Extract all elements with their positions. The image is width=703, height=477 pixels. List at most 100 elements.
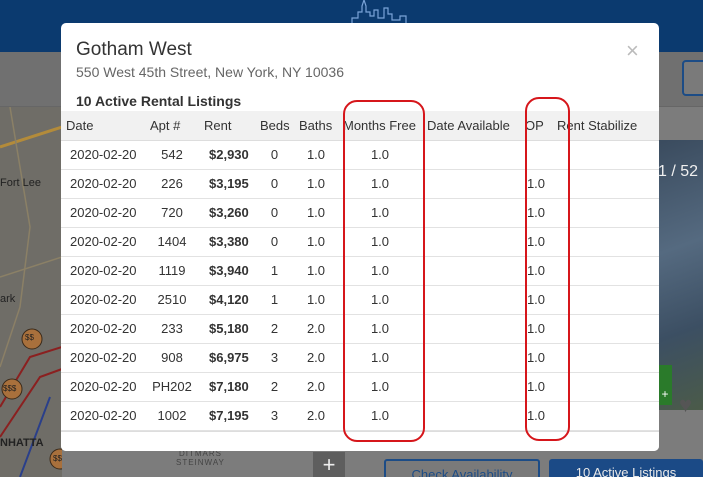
cell-date: 2020-02-20 — [61, 256, 145, 286]
zoom-in-button[interactable]: + — [313, 452, 345, 477]
cell-baths: 1.0 — [294, 285, 338, 315]
cell-baths: 2.0 — [294, 314, 338, 344]
column-header-baths[interactable]: Baths — [294, 111, 338, 141]
cell-rent-stabilized — [552, 256, 659, 286]
cell-op: 1.0 — [520, 198, 552, 228]
cell-date-available — [422, 372, 520, 402]
table-footer — [61, 431, 659, 451]
column-header-apt[interactable]: Apt # — [145, 111, 199, 141]
map-neighborhood-label: DITMARS STEINWAY — [176, 449, 225, 467]
filter-toggle[interactable] — [682, 60, 703, 96]
steinway-label: STEINWAY — [176, 458, 225, 467]
cell-apt: 226 — [145, 169, 199, 199]
heart-icon[interactable]: ♥ — [679, 392, 693, 417]
cell-rent: $3,260 — [199, 198, 255, 228]
cell-date-available — [422, 285, 520, 315]
map-pin[interactable]: $$ — [25, 333, 34, 342]
cell-baths: 1.0 — [294, 169, 338, 199]
table-row[interactable]: 2020-02-20 226 $3,195 0 1.0 1.0 1.0 — [61, 169, 659, 199]
cell-date-available — [422, 227, 520, 257]
cell-beds: 2 — [255, 372, 294, 402]
cell-rent: $2,930 — [199, 140, 255, 170]
column-header-op[interactable]: OP — [520, 111, 552, 141]
cell-baths: 1.0 — [294, 140, 338, 170]
table-row[interactable]: 2020-02-20 PH202 $7,180 2 2.0 1.0 1.0 — [61, 372, 659, 402]
cell-op: 1.0 — [520, 343, 552, 373]
cell-op: 1.0 — [520, 285, 552, 315]
column-header-date-available[interactable]: Date Available — [422, 111, 520, 141]
active-listings-button[interactable]: 10 Active Listings — [549, 459, 703, 477]
cell-date-available — [422, 256, 520, 286]
map-label-manhattan: NHATTA — [0, 437, 44, 449]
cell-op: 1.0 — [520, 169, 552, 199]
cell-beds: 1 — [255, 256, 294, 286]
table-row[interactable]: 2020-02-20 908 $6,975 3 2.0 1.0 1.0 — [61, 343, 659, 373]
cell-date: 2020-02-20 — [61, 227, 145, 257]
cell-rent: $5,180 — [199, 314, 255, 344]
ditmars-label: DITMARS — [178, 449, 222, 458]
map-area[interactable]: Fort Lee ark NHATTA $$ $$$ $$ — [0, 107, 62, 477]
column-header-beds[interactable]: Beds — [255, 111, 294, 141]
map-pin[interactable]: $$ — [53, 454, 62, 463]
table-header-row: Date Apt # Rent Beds Baths Months Free D… — [61, 111, 659, 141]
column-header-rent-stabilized[interactable]: Rent Stabilize — [552, 111, 659, 141]
cell-months-free: 1.0 — [338, 343, 422, 373]
check-availability-button[interactable]: Check Availability — [384, 459, 540, 477]
cell-apt: 542 — [145, 140, 199, 170]
cell-months-free: 1.0 — [338, 227, 422, 257]
cell-beds: 0 — [255, 198, 294, 228]
cell-date-available — [422, 401, 520, 431]
cell-date: 2020-02-20 — [61, 285, 145, 315]
cell-date-available — [422, 314, 520, 344]
cell-rent: $4,120 — [199, 285, 255, 315]
cell-rent: $6,975 — [199, 343, 255, 373]
column-header-months-free[interactable]: Months Free — [338, 111, 422, 141]
table-row[interactable]: 2020-02-20 233 $5,180 2 2.0 1.0 1.0 — [61, 314, 659, 344]
cell-apt: 2510 — [145, 285, 199, 315]
table-row[interactable]: 2020-02-20 2510 $4,120 1 1.0 1.0 1.0 — [61, 285, 659, 315]
table-row[interactable]: 2020-02-20 1119 $3,940 1 1.0 1.0 1.0 — [61, 256, 659, 286]
cell-months-free: 1.0 — [338, 314, 422, 344]
cell-op: 1.0 — [520, 314, 552, 344]
cell-rent-stabilized — [552, 198, 659, 228]
table-row[interactable]: 2020-02-20 1002 $7,195 3 2.0 1.0 1.0 — [61, 401, 659, 431]
building-address: 550 West 45th Street, New York, NY 10036 — [76, 64, 344, 80]
cell-rent-stabilized — [552, 140, 659, 170]
cell-months-free: 1.0 — [338, 140, 422, 170]
cell-op — [520, 140, 552, 170]
cell-date-available — [422, 198, 520, 228]
cell-beds: 3 — [255, 401, 294, 431]
column-header-date[interactable]: Date — [61, 111, 145, 141]
cell-apt: 908 — [145, 343, 199, 373]
close-icon[interactable]: × — [626, 38, 639, 63]
column-header-rent[interactable]: Rent — [199, 111, 255, 141]
table-row[interactable]: 2020-02-20 720 $3,260 0 1.0 1.0 1.0 — [61, 198, 659, 228]
map-pin[interactable]: $$$ — [3, 384, 17, 393]
table-row[interactable]: 2020-02-20 542 $2,930 0 1.0 1.0 — [61, 140, 659, 170]
cell-months-free: 1.0 — [338, 169, 422, 199]
map-label-park: ark — [0, 293, 16, 305]
cell-rent: $7,195 — [199, 401, 255, 431]
cell-months-free: 1.0 — [338, 372, 422, 402]
cell-beds: 2 — [255, 314, 294, 344]
cell-baths: 1.0 — [294, 198, 338, 228]
cell-apt: PH202 — [145, 372, 199, 402]
cell-apt: 1002 — [145, 401, 199, 431]
map-label-fort-lee: Fort Lee — [0, 177, 41, 189]
table-row[interactable]: 2020-02-20 1404 $3,380 0 1.0 1.0 1.0 — [61, 227, 659, 257]
cell-date-available — [422, 140, 520, 170]
cell-apt: 1119 — [145, 256, 199, 286]
cell-months-free: 1.0 — [338, 256, 422, 286]
cell-beds: 1 — [255, 285, 294, 315]
cell-date: 2020-02-20 — [61, 198, 145, 228]
cell-rent: $3,195 — [199, 169, 255, 199]
cell-months-free: 1.0 — [338, 401, 422, 431]
cell-rent-stabilized — [552, 169, 659, 199]
building-title: Gotham West — [76, 39, 192, 60]
cell-date: 2020-02-20 — [61, 314, 145, 344]
cell-beds: 0 — [255, 169, 294, 199]
add-badge[interactable]: + — [658, 365, 672, 405]
cell-apt: 1404 — [145, 227, 199, 257]
cell-rent-stabilized — [552, 227, 659, 257]
cell-apt: 720 — [145, 198, 199, 228]
